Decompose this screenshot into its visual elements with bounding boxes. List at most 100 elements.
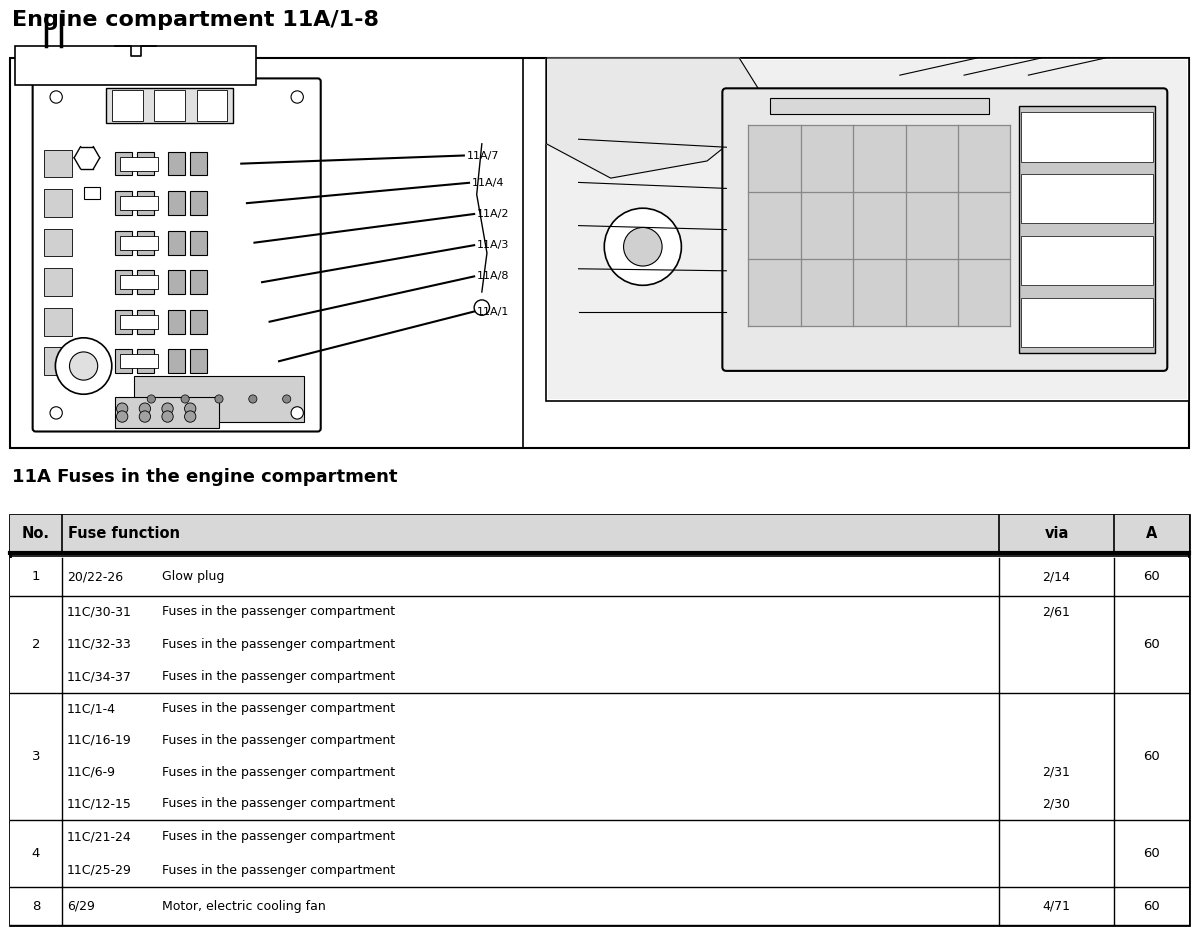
- Circle shape: [248, 395, 257, 403]
- Text: Fuses in the passenger compartment: Fuses in the passenger compartment: [162, 638, 396, 651]
- Bar: [138, 191, 155, 215]
- Bar: [120, 157, 158, 171]
- Text: 4: 4: [32, 847, 41, 860]
- Text: Fuses in the passenger compartment: Fuses in the passenger compartment: [162, 830, 396, 843]
- Text: 2/61: 2/61: [1043, 606, 1071, 619]
- Text: 60: 60: [1143, 847, 1159, 860]
- Text: Motor, electric cooling fan: Motor, electric cooling fan: [162, 899, 326, 912]
- Bar: [44, 269, 72, 296]
- Bar: [10, 693, 1189, 820]
- Circle shape: [50, 91, 62, 104]
- Bar: [138, 310, 155, 334]
- Text: Glow plug: Glow plug: [162, 570, 224, 583]
- Circle shape: [283, 395, 291, 403]
- Bar: [770, 98, 988, 114]
- Bar: [120, 275, 158, 289]
- Bar: [191, 230, 207, 255]
- Text: A: A: [1146, 526, 1157, 541]
- Text: 3: 3: [31, 750, 41, 763]
- Text: 60: 60: [1143, 570, 1159, 583]
- Bar: [1019, 106, 1155, 354]
- Text: 6/29: 6/29: [67, 899, 95, 912]
- Text: Fuses in the passenger compartment: Fuses in the passenger compartment: [162, 670, 396, 683]
- Circle shape: [474, 299, 489, 315]
- Bar: [120, 235, 158, 250]
- Text: 11C/21-24: 11C/21-24: [67, 830, 132, 843]
- Bar: [44, 229, 72, 257]
- Circle shape: [291, 91, 303, 104]
- Circle shape: [181, 395, 189, 403]
- Circle shape: [116, 403, 128, 414]
- Text: 11A/2: 11A/2: [477, 209, 510, 219]
- Text: 60: 60: [1143, 638, 1159, 651]
- Text: 11C/1-4: 11C/1-4: [67, 703, 116, 716]
- Bar: [10, 820, 1189, 887]
- Text: 11C/25-29: 11C/25-29: [67, 864, 132, 877]
- Text: 1: 1: [31, 570, 41, 583]
- Text: Fuses in the passenger compartment: Fuses in the passenger compartment: [162, 864, 396, 877]
- Bar: [44, 308, 72, 336]
- Circle shape: [291, 407, 303, 419]
- Text: 8: 8: [32, 899, 41, 912]
- Bar: [115, 230, 132, 255]
- Bar: [120, 314, 158, 328]
- Bar: [112, 91, 143, 121]
- Text: 11C/32-33: 11C/32-33: [67, 638, 132, 651]
- Bar: [44, 150, 72, 177]
- Circle shape: [162, 411, 173, 423]
- Bar: [44, 189, 72, 217]
- Bar: [10, 558, 1189, 596]
- Text: 60: 60: [1143, 750, 1159, 763]
- Bar: [10, 515, 1189, 553]
- Text: via: via: [1044, 526, 1068, 541]
- Circle shape: [185, 403, 195, 414]
- Text: 11A/8: 11A/8: [477, 272, 510, 282]
- Bar: [134, 376, 303, 422]
- Circle shape: [623, 228, 662, 266]
- Text: Fuses in the passenger compartment: Fuses in the passenger compartment: [162, 703, 396, 716]
- Circle shape: [215, 395, 223, 403]
- Bar: [138, 271, 155, 294]
- FancyBboxPatch shape: [32, 78, 320, 431]
- Circle shape: [139, 411, 151, 423]
- Text: 11A/7: 11A/7: [466, 150, 499, 160]
- Text: No.: No.: [22, 526, 50, 541]
- Text: Fuses in the passenger compartment: Fuses in the passenger compartment: [162, 766, 396, 779]
- Bar: [115, 152, 132, 175]
- Text: 11C/6-9: 11C/6-9: [67, 766, 116, 779]
- Text: 2/31: 2/31: [1043, 766, 1071, 779]
- Polygon shape: [547, 58, 771, 178]
- Text: Fuses in the passenger compartment: Fuses in the passenger compartment: [162, 606, 396, 619]
- Bar: [44, 347, 72, 375]
- Circle shape: [116, 411, 128, 423]
- Bar: [191, 349, 207, 373]
- Text: 4/71: 4/71: [1042, 899, 1071, 912]
- Bar: [138, 349, 155, 373]
- Circle shape: [55, 338, 112, 395]
- Bar: [548, 60, 1187, 399]
- Bar: [115, 349, 132, 373]
- Bar: [10, 515, 1189, 925]
- Bar: [191, 271, 207, 294]
- Text: Fuse function: Fuse function: [68, 526, 180, 541]
- Bar: [547, 58, 1189, 401]
- Bar: [107, 89, 233, 123]
- Bar: [1022, 174, 1152, 223]
- Circle shape: [50, 407, 62, 419]
- Text: 11C/12-15: 11C/12-15: [67, 798, 132, 811]
- Bar: [168, 310, 185, 334]
- Bar: [138, 152, 155, 175]
- Bar: [191, 152, 207, 175]
- Text: Fuses in the passenger compartment: Fuses in the passenger compartment: [162, 734, 396, 747]
- Text: 11A/4: 11A/4: [471, 178, 504, 188]
- Bar: [168, 349, 185, 373]
- Bar: [1022, 236, 1152, 285]
- Bar: [197, 91, 227, 121]
- Circle shape: [604, 208, 681, 285]
- Text: Engine compartment 11A/1-8: Engine compartment 11A/1-8: [12, 10, 379, 30]
- Bar: [191, 191, 207, 215]
- Circle shape: [139, 403, 151, 414]
- Circle shape: [185, 411, 195, 423]
- Text: 20/22-26: 20/22-26: [67, 570, 123, 583]
- Bar: [168, 191, 185, 215]
